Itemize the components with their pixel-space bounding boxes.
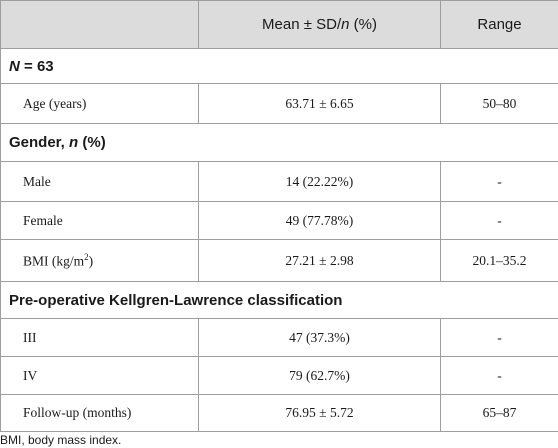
cell-part: BMI (kg/m (23, 253, 84, 268)
cell: - (441, 357, 558, 395)
cell: - (441, 162, 558, 202)
header-text: (%) (349, 16, 377, 33)
cell: III (1, 319, 199, 357)
title-part: n (69, 134, 78, 151)
data-row: Female 49 (77.78%) - (1, 202, 558, 240)
cell: BMI (kg/m2) (1, 240, 199, 282)
cell: 14 (22.22%) (199, 162, 441, 202)
cell: 47 (37.3%) (199, 319, 441, 357)
cell: 79 (62.7%) (199, 357, 441, 395)
title-part: (%) (78, 134, 106, 151)
data-row: III 47 (37.3%) - (1, 319, 558, 357)
cell: 65–87 (441, 395, 558, 432)
header-row: Mean ± SD/n (%) Range (1, 1, 558, 49)
data-row: Follow-up (months) 76.95 ± 5.72 65–87 (1, 395, 558, 432)
cell: Follow-up (months) (1, 395, 199, 432)
title-part: N (9, 58, 20, 75)
cell: Age (years) (1, 84, 199, 124)
section-title: Gender, n (%) (1, 124, 558, 162)
cell: 76.95 ± 5.72 (199, 395, 441, 432)
cell: - (441, 319, 558, 357)
title-part: = 63 (20, 58, 54, 75)
cell: 27.21 ± 2.98 (199, 240, 441, 282)
cell: 63.71 ± 6.65 (199, 84, 441, 124)
cell: 50–80 (441, 84, 558, 124)
data-row: IV 79 (62.7%) - (1, 357, 558, 395)
title-part: Gender, (9, 134, 69, 151)
section-title: Pre-operative Kellgren-Lawrence classifi… (1, 282, 558, 319)
cell: Male (1, 162, 199, 202)
header-cell (1, 1, 199, 49)
section-row: N = 63 (1, 49, 558, 84)
section-title: N = 63 (1, 49, 558, 84)
data-table: Mean ± SD/n (%) Range N = 63 Age (years)… (0, 0, 558, 432)
data-row: Age (years) 63.71 ± 6.65 50–80 (1, 84, 558, 124)
section-row: Pre-operative Kellgren-Lawrence classifi… (1, 282, 558, 319)
header-text: Mean ± SD/ (262, 16, 341, 33)
cell: IV (1, 357, 199, 395)
footnote: BMI, body mass index. (0, 432, 558, 448)
header-cell: Range (441, 1, 558, 49)
cell: 20.1–35.2 (441, 240, 558, 282)
data-row: BMI (kg/m2) 27.21 ± 2.98 20.1–35.2 (1, 240, 558, 282)
cell: Female (1, 202, 199, 240)
section-row: Gender, n (%) (1, 124, 558, 162)
cell: - (441, 202, 558, 240)
data-row: Male 14 (22.22%) - (1, 162, 558, 202)
cell-part: ) (89, 253, 94, 268)
header-cell: Mean ± SD/n (%) (199, 1, 441, 49)
cell: 49 (77.78%) (199, 202, 441, 240)
